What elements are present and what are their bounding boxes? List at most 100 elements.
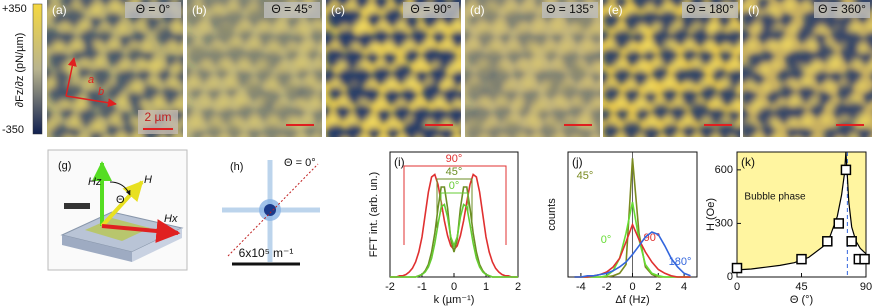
x-axis-label: Θ (°)	[790, 294, 813, 306]
dark-domain	[590, 70, 600, 84]
dark-domain	[743, 0, 747, 4]
bright-domain	[331, 137, 343, 149]
dark-domain	[484, 49, 504, 68]
dark-domain	[596, 124, 600, 137]
marker	[840, 164, 852, 176]
bright-domain	[817, 24, 826, 33]
dark-domain	[700, 85, 717, 102]
bright-domain	[768, 39, 779, 51]
dark-domain	[215, 66, 229, 80]
dark-domain	[291, 31, 306, 46]
dark-domain	[201, 32, 216, 46]
dark-domain	[411, 106, 431, 126]
dark-domain	[776, 0, 786, 3]
bright-domain	[202, 138, 213, 149]
dark-domain	[578, 86, 597, 106]
dark-domain	[79, 28, 98, 47]
bright-domain	[593, 61, 600, 74]
dark-domain	[48, 84, 67, 103]
dark-domain	[216, 0, 233, 8]
dark-domain	[47, 67, 52, 81]
dark-domain	[345, 84, 366, 105]
bright-domain	[663, 77, 675, 89]
bright-domain	[358, 135, 368, 137]
bright-domain	[451, 18, 461, 33]
dark-domain	[748, 53, 763, 68]
x-tick-label: 90	[860, 281, 872, 293]
dark-domain	[727, 68, 740, 88]
bright-domain	[400, 136, 405, 137]
bright-domain	[801, 115, 813, 127]
dark-domain	[52, 11, 66, 25]
dark-domain	[569, 65, 587, 83]
axis-arrow	[65, 57, 77, 97]
dark-domain	[572, 30, 586, 44]
dark-domain	[751, 71, 765, 86]
dark-domain	[662, 88, 678, 103]
bracket	[436, 178, 473, 228]
direction-line	[227, 163, 319, 257]
bright-domain	[732, 100, 740, 110]
dark-domain	[756, 106, 774, 125]
arrow	[100, 180, 144, 228]
afm-image	[187, 0, 343, 149]
dark-domain	[708, 107, 726, 125]
dark-domain	[200, 107, 217, 124]
dark-domain	[132, 30, 146, 44]
texture	[603, 0, 740, 137]
dark-domain	[354, 0, 370, 9]
dark-domain	[85, 88, 105, 108]
bright-domain	[627, 80, 636, 89]
bright-domain	[636, 61, 648, 73]
bright-domain	[156, 138, 164, 146]
bright-domain	[143, 42, 152, 51]
bright-domain	[249, 116, 260, 127]
dark-domain	[490, 67, 511, 87]
dark-domain	[181, 125, 183, 135]
bright-domain	[241, 136, 246, 137]
marker	[846, 236, 857, 247]
bright-domain	[671, 59, 683, 72]
bright-domain	[788, 118, 798, 128]
afm-image	[743, 0, 872, 149]
dark-domain	[191, 128, 206, 137]
bright-domain	[551, 19, 563, 31]
texture	[326, 0, 461, 137]
panel-title: Θ = 180°	[686, 2, 734, 16]
series-line	[574, 201, 691, 278]
dark-domain	[596, 49, 600, 63]
dark-domain	[383, 52, 397, 66]
dark-domain	[404, 48, 419, 63]
dark-domain	[303, 124, 318, 137]
bright-domain	[684, 39, 696, 51]
series-label: 90°	[446, 153, 463, 165]
diagram: (g) Hz H Θ Hx	[47, 149, 188, 271]
panel-label: (c)	[331, 3, 345, 17]
dark-domain	[442, 87, 460, 105]
dark-domain	[673, 68, 689, 84]
dark-domain	[106, 123, 120, 137]
dark-domain	[59, 30, 76, 47]
colorbar-max: +350	[2, 3, 27, 15]
colorbar	[32, 3, 43, 135]
dark-domain	[616, 108, 629, 121]
bright-domain	[772, 134, 783, 137]
dark-domain	[51, 123, 69, 137]
dark-domain	[790, 104, 806, 120]
dark-domain	[560, 84, 578, 102]
dark-domain	[856, 127, 872, 137]
dark-domain	[178, 53, 183, 69]
series-line	[574, 231, 691, 278]
y-axis-label: H (Oe)	[705, 198, 717, 231]
dark-domain	[327, 7, 348, 28]
dark-domain	[738, 54, 740, 63]
dark-domain	[632, 31, 646, 44]
bright-domain	[176, 136, 181, 137]
dark-domain	[414, 70, 429, 84]
dark-domain	[545, 49, 558, 62]
bright-domain	[856, 113, 871, 127]
title-box	[682, 2, 738, 18]
bright-domain	[868, 138, 872, 149]
bright-domain	[533, 21, 544, 31]
